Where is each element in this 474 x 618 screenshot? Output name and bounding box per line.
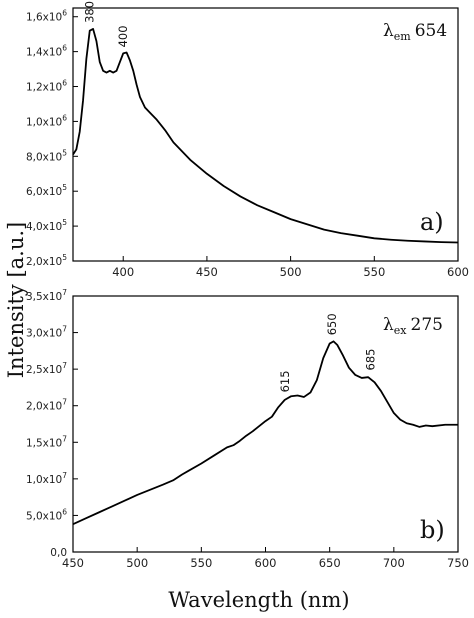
panel-b-peak-label: 650	[325, 313, 339, 335]
panel-b-y-tick-label: 2,5x107	[26, 361, 67, 376]
panel-b-peak-labels: 615 650 685	[278, 313, 378, 392]
panel-a-x-axis: 400 450 500 550 600	[112, 256, 469, 279]
panel-a-y-tick-label: 1,4x106	[26, 44, 67, 59]
panel-a-lambda-symbol: λ	[383, 21, 394, 41]
panel-b-x-tick-label: 600	[255, 556, 277, 570]
panel-a-plot-frame	[72, 7, 459, 262]
panel-b-y-tick-label: 5,0x106	[26, 507, 67, 522]
panel-b-x-tick-label: 550	[190, 556, 212, 570]
panel-a-excitation-curve	[72, 28, 459, 244]
panel-b-x-axis: 450 500 550 600 650 700 750	[62, 547, 469, 570]
panel-a-x-tick-label: 400	[112, 265, 134, 279]
panel-a-x-tick-label: 600	[447, 265, 469, 279]
panel-a-lambda-value: 654	[415, 21, 447, 41]
panel-b-peak-label: 615	[278, 370, 292, 392]
panel-a-x-tick-label: 450	[196, 265, 218, 279]
panel-b-y-tick-label: 1,5x107	[26, 434, 67, 449]
y-axis-title: Intensity [a.u.]	[4, 222, 28, 378]
panel-b-y-axis: 0,0 5,0x106 1,0x107 1,5x107 2,0x107 2,5x107 3,…	[26, 288, 78, 559]
panel-a-y-tick-label: 1,2x106	[26, 79, 67, 94]
panel-b-y-tick-label: 0,0	[50, 547, 67, 559]
panel-a-y-tick-label: 1,6x106	[26, 9, 67, 24]
panel-b-lambda-symbol: λ	[383, 315, 394, 335]
panel-b-lambda-value: 275	[411, 315, 443, 335]
panel-b-peak-label: 685	[364, 349, 378, 371]
panel-b-x-tick-label: 700	[383, 556, 405, 570]
panel-b-lambda-subscript: ex	[394, 324, 408, 337]
panel-b-x-tick-label: 500	[126, 556, 148, 570]
panel-a-emission-chart: 2,0x105 4,0x105 6,0x105 8,0x105 1,0x106 1,2x1…	[26, 1, 469, 279]
panel-b-x-tick-label: 450	[62, 556, 84, 570]
panel-a-peak-labels: 380 400	[83, 1, 131, 47]
panel-b-excitation-chart: 0,0 5,0x106 1,0x107 1,5x107 2,0x107 2,5x107 3,…	[26, 288, 469, 570]
panel-b-y-tick-label: 2,0x107	[26, 398, 67, 413]
panel-a-y-tick-label: 4,0x105	[26, 218, 67, 233]
panel-b-y-tick-label: 1,0x107	[26, 471, 67, 486]
panel-b-emission-curve	[72, 340, 458, 526]
panel-b-y-tick-label: 3,0x107	[26, 325, 67, 340]
panel-a-y-tick-label: 8,0x105	[26, 148, 67, 163]
panel-a-annotation: λem 654	[383, 21, 447, 43]
panel-b-x-tick-label: 750	[447, 556, 469, 570]
panel-b-x-tick-label: 650	[319, 556, 341, 570]
panel-a-lambda-subscript: em	[394, 30, 412, 43]
panel-a-peak-label: 400	[116, 25, 130, 47]
panel-b-label: b)	[420, 516, 445, 544]
panel-a-label: a)	[420, 208, 444, 236]
x-axis-title: Wavelength (nm)	[168, 588, 349, 612]
panel-a-y-tick-label: 1,0x106	[26, 113, 67, 128]
panel-a-x-tick-label: 500	[280, 265, 302, 279]
panel-a-peak-label: 380	[83, 1, 97, 23]
panel-b-y-tick-label: 3,5x107	[26, 288, 67, 303]
panel-b-annotation: λex 275	[383, 315, 443, 337]
panel-a-y-tick-label: 2,0x105	[26, 253, 67, 268]
panel-a-y-tick-label: 6,0x105	[26, 183, 67, 198]
panel-a-y-axis: 2,0x105 4,0x105 6,0x105 8,0x105 1,0x106 1,2x1…	[26, 9, 78, 268]
panel-a-x-tick-label: 550	[363, 265, 385, 279]
